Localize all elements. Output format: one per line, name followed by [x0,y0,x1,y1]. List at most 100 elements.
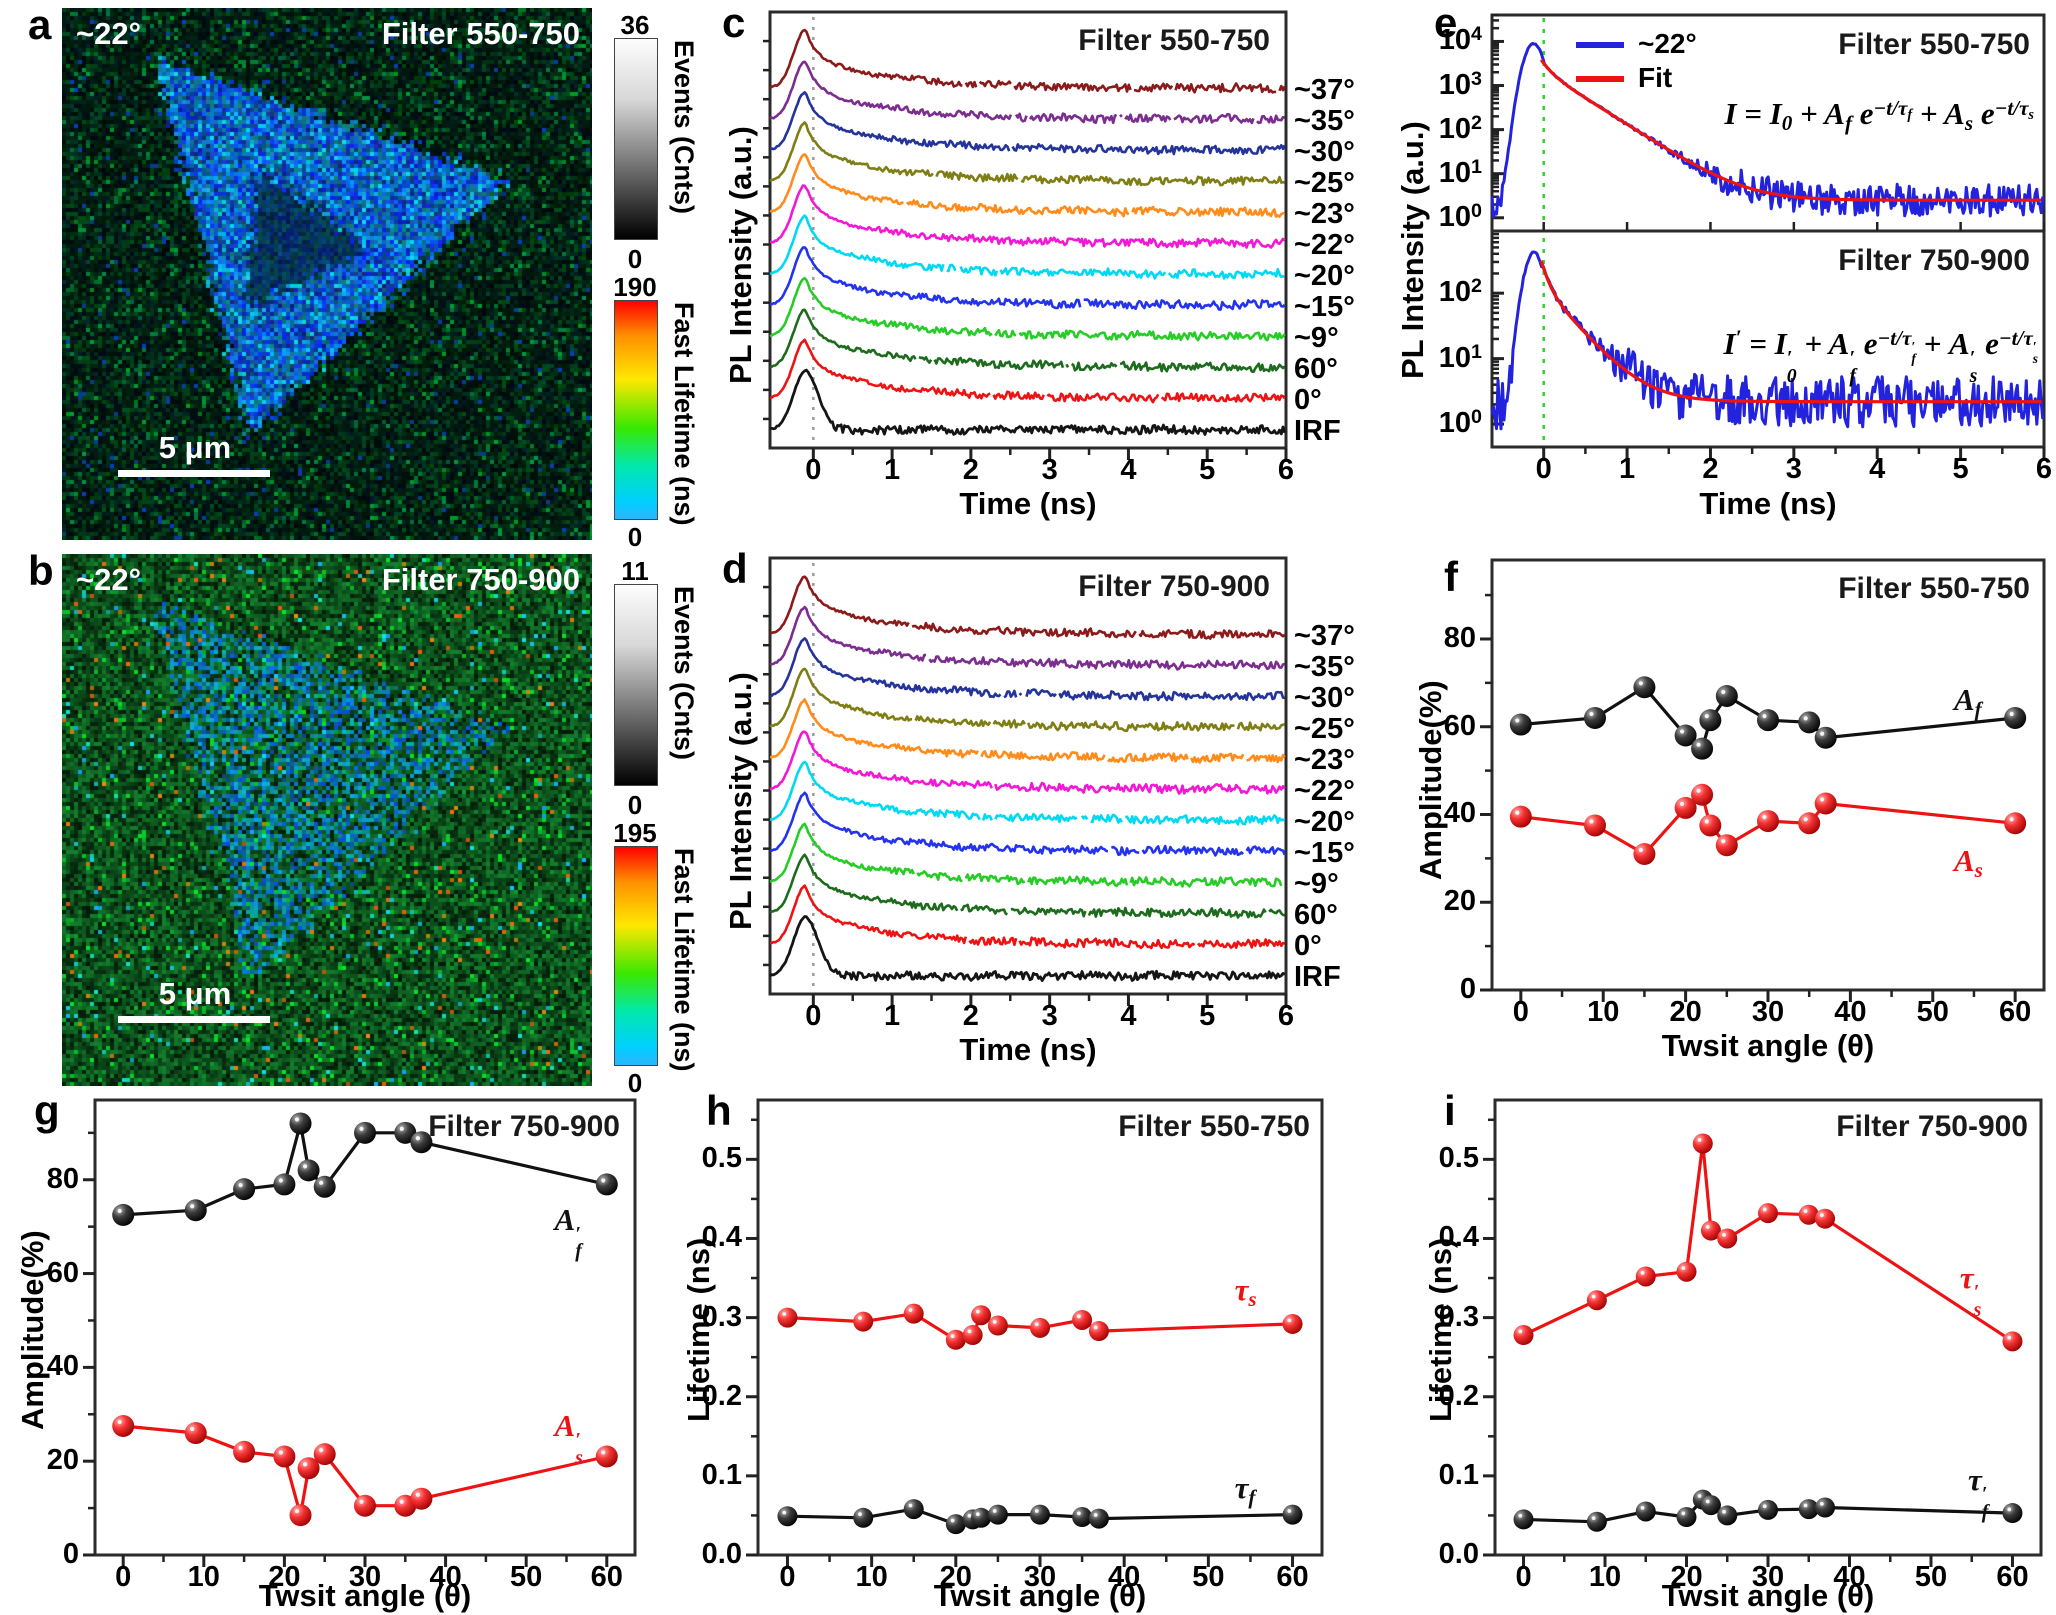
data-point-A_f [2004,706,2027,729]
data-point-τ'_f [2002,1503,2023,1524]
data-point-A'_s [595,1445,618,1468]
data-point-highlight [190,1204,195,1209]
decay-curve-IRF [769,915,1286,982]
data-point-highlight [1697,1494,1702,1498]
data-point-A'_s [410,1487,433,1510]
data-point-highlight [1803,1503,1808,1508]
data-point-τ'_s [1758,1203,1778,1224]
data-point-highlight [1287,1509,1292,1513]
data-point-τ'_s [1586,1290,1607,1311]
data-point-A'_f [354,1121,376,1144]
data-point-highlight [1515,718,1520,723]
data-point-A_f [1691,737,1714,760]
fit-curve [1539,58,2042,202]
data-point-τ_s [903,1303,924,1324]
data-point-highlight [858,1316,862,1320]
data-point-τ'_s [2002,1331,2023,1352]
data-point-highlight [278,1450,283,1455]
data-point-highlight [967,1513,972,1518]
data-point-τ'_s [1717,1228,1738,1249]
data-point-highlight [601,1450,606,1455]
data-point-τ'_f [1513,1509,1534,1530]
data-point-highlight [992,1320,997,1324]
data-point-highlight [238,1183,243,1188]
decay-curve-0° [769,884,1285,950]
data-point-A'_f [273,1173,296,1196]
data-point-A'_f [313,1175,336,1198]
data-point-highlight [1638,847,1643,853]
data-point-τ_s [777,1307,798,1328]
data-point-highlight [858,1512,862,1517]
data-point-τ'_s [1798,1204,1819,1225]
decay-curve-~35° [769,605,1286,671]
data-point-highlight [278,1178,283,1183]
data-point-τ'_f [1717,1505,1738,1526]
data-point-highlight [1803,817,1808,822]
data-point-A_f [1757,709,1779,732]
data-point-τ_s [1282,1313,1303,1334]
data-point-highlight [1762,815,1767,820]
data-point-τ_f [1072,1507,1093,1528]
data-point-A'_s [233,1440,256,1463]
data-point-τ_s [945,1329,966,1350]
flim-image-a [62,8,592,540]
data-point-highlight [1722,1232,1726,1237]
data-point-τ'_f [1798,1499,1819,1520]
data-point-highlight [294,1117,300,1122]
data-point-highlight [1638,681,1643,686]
data-point-τ'_f [1676,1507,1697,1528]
decay-curve-~9° [769,276,1286,342]
decay-curve-0° [769,338,1286,404]
data-point-highlight [1589,711,1594,717]
decay-curve-~23° [770,698,1286,764]
data-point-τ'_s [1513,1325,1534,1346]
data-point-highlight [1704,819,1709,824]
data-point-highlight [1762,714,1767,719]
decay-curve-~15° [769,246,1286,311]
data-point-highlight [1820,731,1825,736]
data-point-A_s [1715,834,1738,857]
data-point-highlight [1093,1325,1098,1330]
data-point-A_s [1633,842,1656,865]
data-point-τ'_f [1635,1501,1656,1522]
data-point-highlight [1696,788,1701,793]
data-point-highlight [1591,1516,1596,1521]
data-point-highlight [782,1510,787,1515]
data-point-τ_f [1088,1508,1109,1529]
data-point-A_s [1814,792,1837,815]
data-point-highlight [1803,716,1808,721]
data-point-highlight [399,1499,404,1504]
data-point-τ'_f [1815,1497,1836,1518]
data-point-highlight [1722,1509,1726,1514]
data-point-highlight [302,1164,308,1169]
decay-curve-~22° [769,184,1286,249]
data-point-highlight [319,1448,324,1453]
data-point-highlight [1762,1207,1767,1212]
data-point-highlight [950,1518,955,1523]
data-point-A'_f [184,1199,207,1222]
data-point-A'_s [289,1504,312,1527]
data-point-A'_s [112,1415,135,1438]
data-point-highlight [1589,819,1594,824]
data-point-highlight [1093,1513,1098,1517]
decay-curve-~9° [770,824,1285,887]
data-point-highlight [1705,1499,1710,1504]
fit-curve [1539,260,2042,404]
data-point-highlight [319,1180,324,1185]
data-point-highlight [1697,1138,1702,1142]
data-point-τ_f [853,1507,874,1528]
data-point-highlight [1680,729,1685,734]
panel-d-frame [768,556,1288,996]
data-point-τ'_f [1700,1495,1721,1516]
data-point-A_s [1699,814,1722,837]
data-point-highlight [975,1309,980,1314]
data-point-τ_f [1282,1504,1303,1525]
decay-curve-IRF [769,368,1287,436]
data-point-A'_f [297,1159,320,1182]
data-point-τ_s [1030,1317,1050,1338]
panel-g-frame [93,1098,637,1557]
data-point-A'_f [112,1203,135,1226]
data-point-highlight [1518,1513,1523,1518]
panel-c-frame [768,10,1288,450]
